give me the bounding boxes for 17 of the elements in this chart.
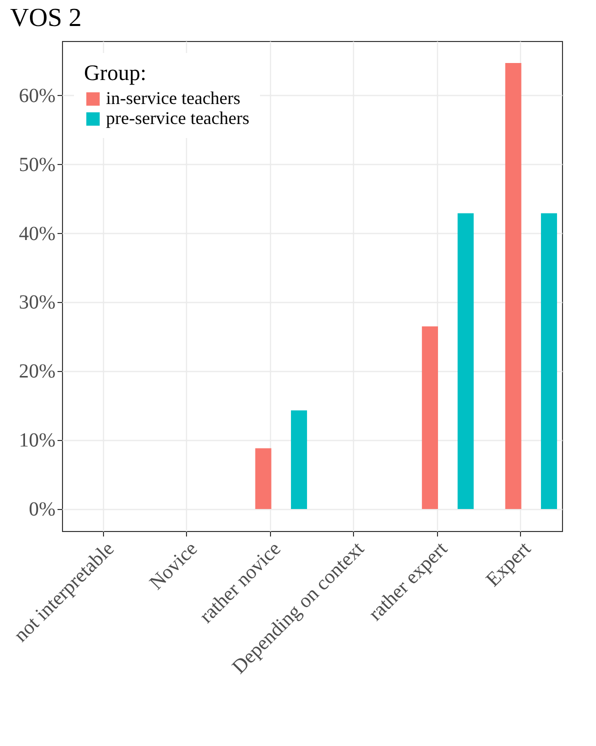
y-tick-label: 30% [18,292,56,314]
bar [540,213,558,509]
y-tick-label: 60% [18,84,56,107]
legend-label: pre-service teachers [106,108,250,128]
legend-label: in-service teachers [106,88,240,108]
y-tick-label: 10% [18,430,56,452]
y-tick-label: 0% [28,498,56,520]
bar [255,448,272,509]
bar [505,63,522,509]
y-tick-label: 20% [18,360,56,383]
y-tick-label: 40% [18,222,56,245]
y-tick-label: 50% [18,154,56,176]
chart-title: VOS 2 [10,3,82,32]
bar [458,213,474,509]
bar [290,410,308,509]
bar [422,326,438,509]
legend-title: Group: [84,60,146,85]
